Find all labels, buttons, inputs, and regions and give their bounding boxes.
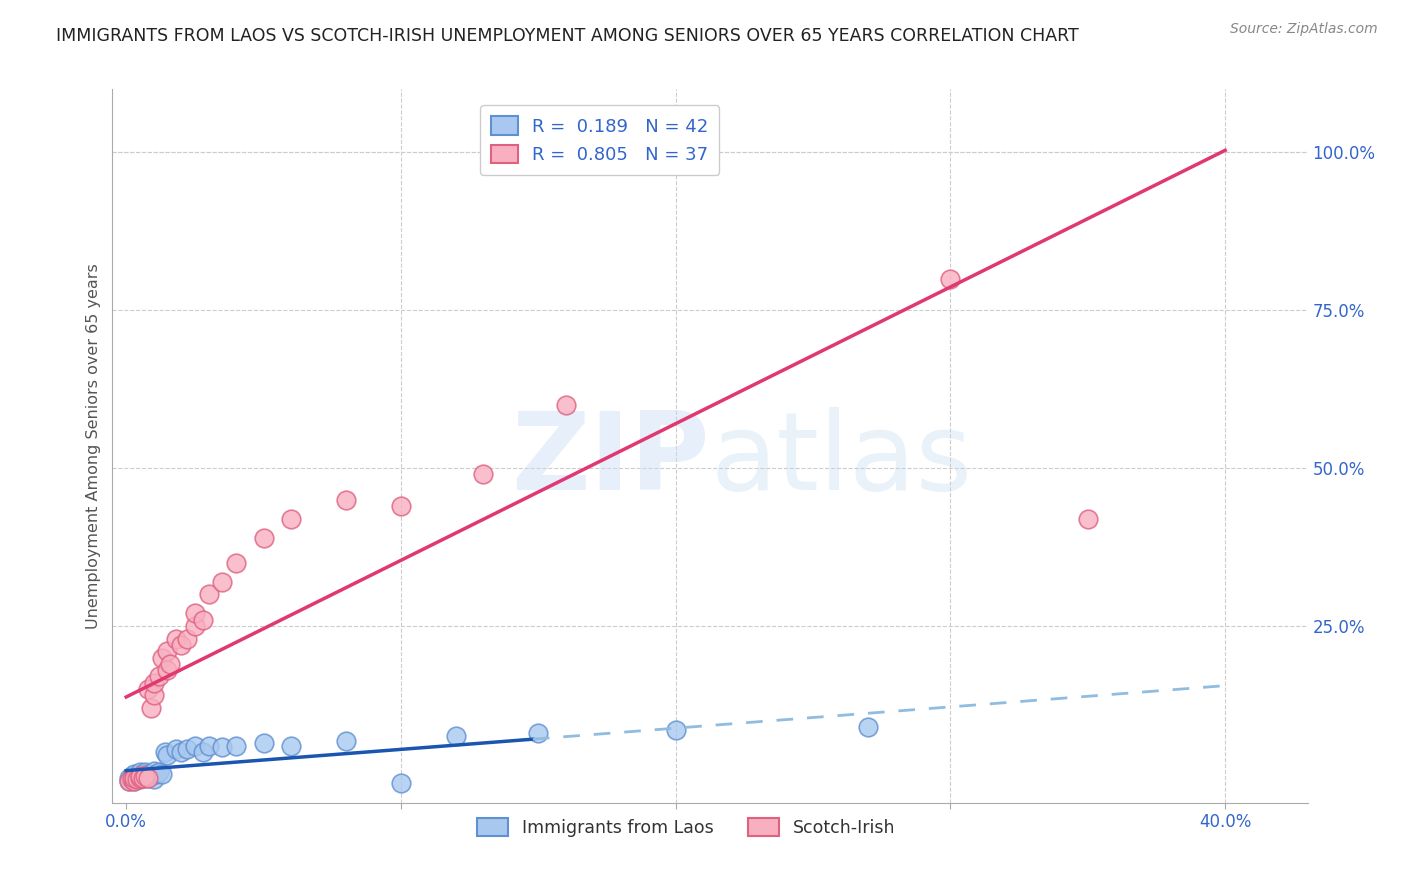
- Text: IMMIGRANTS FROM LAOS VS SCOTCH-IRISH UNEMPLOYMENT AMONG SENIORS OVER 65 YEARS CO: IMMIGRANTS FROM LAOS VS SCOTCH-IRISH UNE…: [56, 27, 1078, 45]
- Point: [472, 467, 495, 482]
- Point: [142, 764, 165, 779]
- Point: [129, 771, 152, 785]
- Point: [136, 767, 159, 781]
- Text: atlas: atlas: [710, 408, 972, 513]
- Y-axis label: Unemployment Among Seniors over 65 years: Unemployment Among Seniors over 65 years: [86, 263, 101, 629]
- Point: [252, 736, 274, 750]
- Point: [129, 765, 152, 780]
- Point: [335, 734, 357, 748]
- Point: [184, 739, 207, 753]
- Text: Source: ZipAtlas.com: Source: ZipAtlas.com: [1230, 22, 1378, 37]
- Point: [150, 650, 173, 665]
- Point: [170, 638, 193, 652]
- Point: [136, 682, 159, 697]
- Point: [127, 769, 149, 783]
- Point: [142, 675, 165, 690]
- Point: [124, 773, 146, 788]
- Point: [176, 742, 198, 756]
- Point: [121, 769, 143, 783]
- Point: [280, 511, 302, 525]
- Point: [142, 772, 165, 786]
- Point: [665, 152, 688, 166]
- Point: [124, 771, 146, 785]
- Point: [148, 765, 170, 780]
- Point: [225, 556, 247, 570]
- Point: [136, 771, 159, 785]
- Point: [121, 772, 143, 786]
- Point: [176, 632, 198, 646]
- Point: [225, 739, 247, 753]
- Point: [184, 607, 207, 621]
- Point: [211, 740, 233, 755]
- Point: [554, 398, 576, 412]
- Point: [252, 531, 274, 545]
- Point: [389, 775, 412, 789]
- Point: [211, 574, 233, 589]
- Point: [444, 730, 467, 744]
- Legend: Immigrants from Laos, Scotch-Irish: Immigrants from Laos, Scotch-Irish: [470, 812, 903, 844]
- Point: [134, 769, 156, 783]
- Point: [159, 657, 181, 671]
- Point: [118, 773, 141, 788]
- Point: [121, 772, 143, 786]
- Point: [856, 720, 879, 734]
- Point: [129, 772, 152, 786]
- Point: [335, 492, 357, 507]
- Point: [131, 767, 153, 781]
- Point: [150, 767, 173, 781]
- Point: [142, 689, 165, 703]
- Point: [665, 723, 688, 738]
- Point: [165, 742, 187, 756]
- Point: [389, 499, 412, 513]
- Point: [939, 271, 962, 285]
- Point: [134, 765, 156, 780]
- Point: [139, 701, 162, 715]
- Text: ZIP: ZIP: [512, 408, 710, 513]
- Point: [124, 767, 146, 781]
- Point: [165, 632, 187, 646]
- Point: [191, 613, 214, 627]
- Point: [191, 745, 214, 759]
- Point: [197, 739, 219, 753]
- Point: [129, 769, 152, 783]
- Point: [1077, 511, 1099, 525]
- Point: [156, 748, 179, 763]
- Point: [118, 771, 141, 785]
- Point: [170, 745, 193, 759]
- Point: [136, 771, 159, 785]
- Point: [184, 619, 207, 633]
- Point: [124, 773, 146, 788]
- Point: [280, 739, 302, 753]
- Point: [131, 771, 153, 785]
- Point: [134, 769, 156, 783]
- Point: [127, 772, 149, 786]
- Point: [156, 663, 179, 677]
- Point: [527, 726, 550, 740]
- Point: [118, 773, 141, 788]
- Point: [127, 771, 149, 785]
- Point: [124, 772, 146, 786]
- Point: [139, 769, 162, 783]
- Point: [197, 587, 219, 601]
- Point: [131, 771, 153, 785]
- Point: [156, 644, 179, 658]
- Point: [145, 767, 167, 781]
- Point: [129, 769, 152, 783]
- Point: [148, 669, 170, 683]
- Point: [153, 745, 176, 759]
